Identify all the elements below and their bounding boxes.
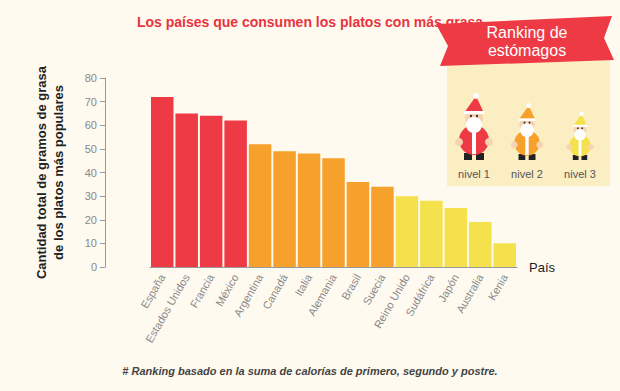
svg-text:Suecia: Suecia [360, 272, 388, 308]
svg-text:Japón: Japón [436, 272, 461, 304]
svg-text:Australia: Australia [454, 271, 486, 315]
svg-text:Cantidad total de gramos de gr: Cantidad total de gramos de grasa [34, 65, 49, 279]
svg-text:nivel 2: nivel 2 [511, 168, 543, 180]
svg-text:Brasil: Brasil [339, 272, 363, 302]
svg-text:Sudáfrica: Sudáfrica [403, 271, 437, 318]
svg-text:de los platos más populares: de los platos más populares [51, 85, 66, 260]
svg-text:80: 80 [85, 72, 97, 84]
svg-text:España: España [138, 272, 168, 311]
svg-text:50: 50 [85, 143, 97, 155]
svg-text:0: 0 [91, 261, 97, 273]
svg-text:Estados Unidos: Estados Unidos [143, 272, 192, 345]
svg-text:Italia: Italia [292, 271, 314, 298]
svg-text:Francia: Francia [188, 271, 217, 309]
svg-text:Canadá: Canadá [260, 271, 290, 311]
svg-text:20: 20 [85, 214, 97, 226]
svg-text:estómagos: estómagos [488, 42, 566, 59]
svg-text:# Ranking basado en la suma de: # Ranking basado en la suma de calorías … [122, 365, 497, 377]
svg-text:Argentina: Argentina [231, 271, 265, 318]
svg-text:40: 40 [85, 167, 97, 179]
svg-text:México: México [213, 272, 241, 309]
svg-text:60: 60 [85, 119, 97, 131]
svg-text:nivel 1: nivel 1 [458, 168, 490, 180]
svg-text:nivel 3: nivel 3 [564, 168, 596, 180]
svg-text:Ranking de: Ranking de [487, 24, 568, 41]
svg-text:Alemania: Alemania [305, 271, 339, 317]
svg-text:10: 10 [85, 237, 97, 249]
svg-text:Los países que consumen los pl: Los países que consumen los platos con m… [137, 14, 483, 30]
svg-text:Reino Unido: Reino Unido [371, 272, 412, 330]
svg-text:País: País [529, 260, 556, 275]
svg-text:Kenia: Kenia [486, 271, 511, 302]
svg-text:30: 30 [85, 190, 97, 202]
svg-text:70: 70 [85, 96, 97, 108]
